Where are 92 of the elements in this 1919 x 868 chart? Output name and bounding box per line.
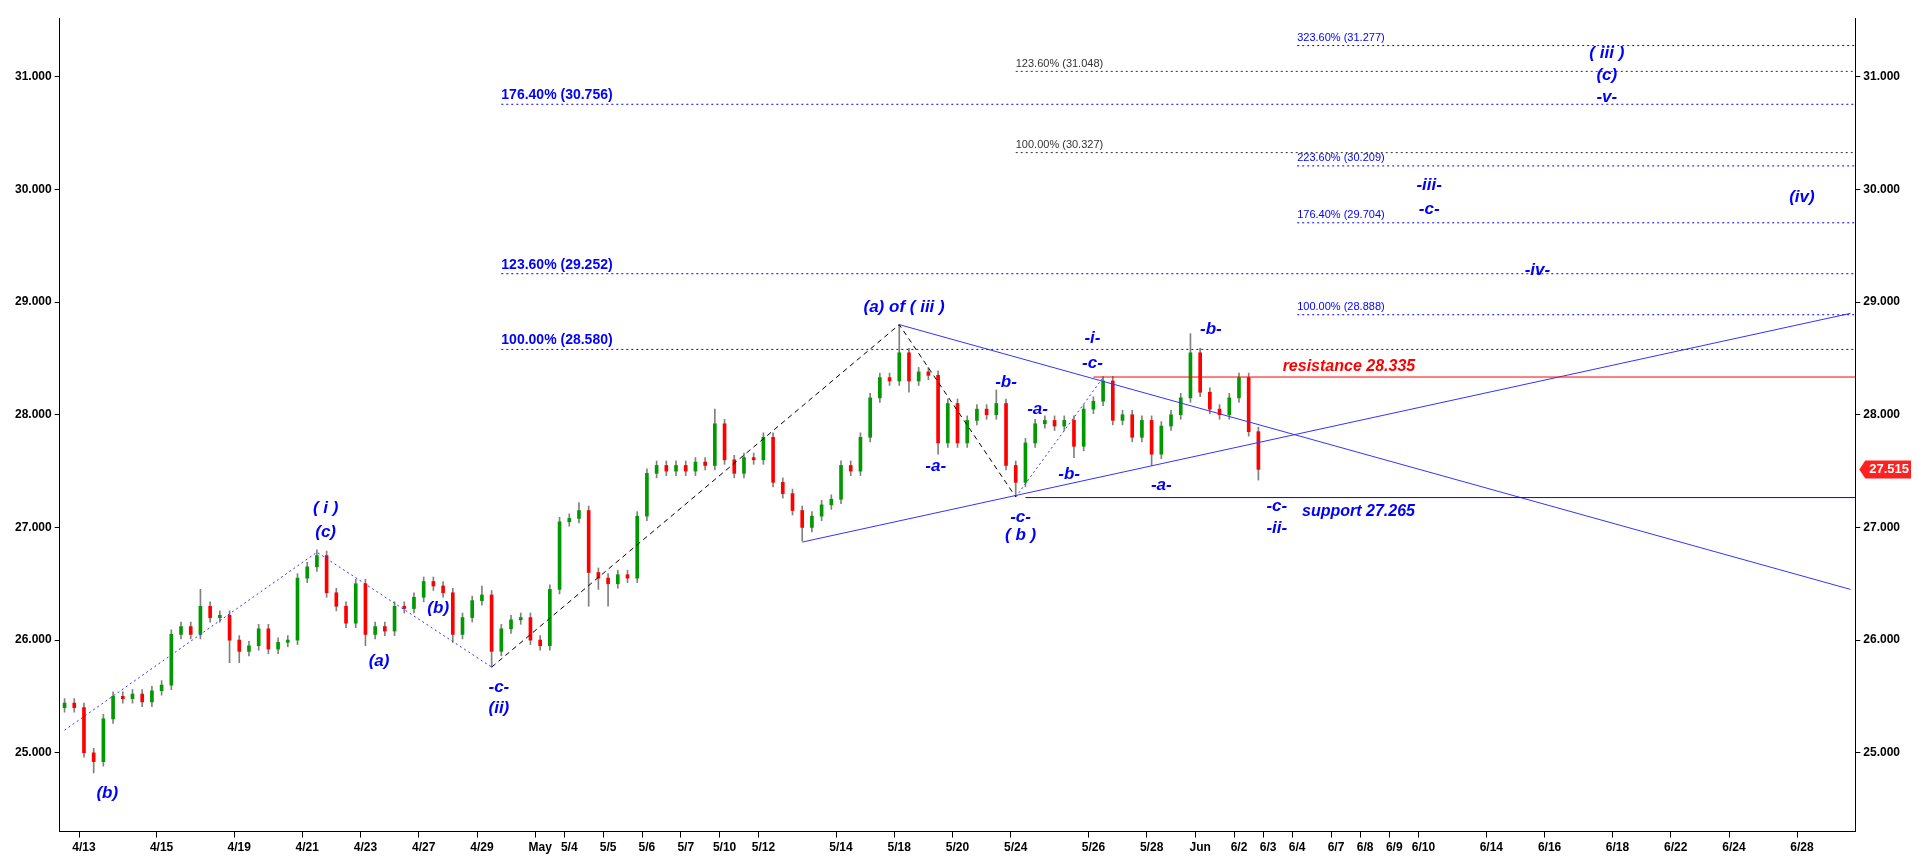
annotation: -a- bbox=[925, 456, 947, 476]
annotation: -c- bbox=[1010, 506, 1032, 526]
text: 27.515 bbox=[1869, 460, 1910, 476]
ref-line-label: 176.40% (29.704) bbox=[1297, 208, 1385, 221]
y2-tick-label: 31.000 bbox=[1863, 69, 1901, 84]
x-tick-label: 6/7 bbox=[1327, 840, 1345, 855]
x-tick-label: 6/24 bbox=[1722, 840, 1746, 855]
y-tick-label: 25.000 bbox=[15, 745, 53, 760]
annotation: -b- bbox=[1199, 318, 1223, 338]
x-tick-label: 4/21 bbox=[295, 840, 320, 855]
annotation: ( b ) bbox=[1005, 524, 1037, 544]
annotation: ( iii ) bbox=[1589, 42, 1625, 62]
annotation: -v- bbox=[1596, 86, 1618, 106]
x-tick-label: 6/8 bbox=[1356, 840, 1374, 855]
x-tick-label: 5/12 bbox=[751, 840, 776, 855]
x-tick-label: 5/20 bbox=[945, 840, 970, 855]
y-tick-label: 28.000 bbox=[15, 407, 53, 422]
x-tick-label: 6/3 bbox=[1259, 840, 1277, 855]
x-tick-label: Jun bbox=[1189, 840, 1211, 855]
x-tick-label: 5/6 bbox=[638, 840, 656, 855]
x-tick-label: 5/18 bbox=[887, 840, 912, 855]
x-tick-label: 4/15 bbox=[149, 840, 174, 855]
y-tick-label: 26.000 bbox=[15, 632, 53, 647]
annotation: (b) bbox=[96, 782, 119, 802]
y2-tick-label: 28.000 bbox=[1863, 407, 1901, 422]
y-tick-label: 31.000 bbox=[15, 69, 53, 84]
ref-line-label: 223.60% (30.209) bbox=[1297, 151, 1385, 164]
annotation: -ii- bbox=[1266, 518, 1288, 538]
x-tick-label: 6/16 bbox=[1537, 840, 1562, 855]
candlestick bbox=[518, 612, 523, 625]
ref-line-label: 123.60% (31.048) bbox=[1015, 56, 1104, 69]
annotation: ( i ) bbox=[312, 497, 339, 517]
ref-line-label: 123.60% (29.252) bbox=[501, 255, 613, 272]
x-tick-label: 5/24 bbox=[1004, 840, 1028, 855]
y2-tick-label: 26.000 bbox=[1863, 632, 1901, 647]
x-tick-label: 6/4 bbox=[1288, 840, 1306, 855]
candlestick bbox=[402, 601, 407, 614]
annotation: -c- bbox=[1418, 199, 1440, 219]
annotation: (a) bbox=[368, 651, 390, 671]
candlestick bbox=[285, 635, 290, 648]
ref-line-label: 100.00% (28.580) bbox=[501, 331, 613, 348]
annotation: (a) of ( iii ) bbox=[863, 297, 946, 317]
candlestick bbox=[751, 452, 756, 465]
x-tick-label: May bbox=[528, 840, 553, 855]
annotation: -a- bbox=[1150, 475, 1173, 495]
x-tick-label: 5/5 bbox=[599, 840, 617, 855]
x-tick-label: 6/22 bbox=[1664, 840, 1688, 855]
x-tick-label: 6/28 bbox=[1790, 840, 1814, 855]
y2-tick-label: 25.000 bbox=[1863, 745, 1901, 760]
annotation: -a- bbox=[1027, 398, 1049, 418]
x-tick-label: 6/2 bbox=[1230, 840, 1248, 855]
annotation: -iv- bbox=[1524, 260, 1551, 280]
x-tick-label: 6/10 bbox=[1411, 840, 1436, 855]
x-tick-label: 4/13 bbox=[72, 840, 96, 855]
x-tick-label: 5/10 bbox=[712, 840, 737, 855]
x-tick-label: 4/29 bbox=[470, 840, 494, 855]
x-tick-label: 4/19 bbox=[227, 840, 252, 855]
annotation: -iii- bbox=[1416, 174, 1443, 194]
y-tick-label: 27.000 bbox=[15, 519, 53, 534]
ref-line-label: 323.60% (31.277) bbox=[1297, 31, 1385, 44]
annotation: -b- bbox=[995, 371, 1018, 391]
ref-line-label: resistance 28.335 bbox=[1282, 357, 1417, 375]
annotation: (c) bbox=[1596, 65, 1618, 85]
annotation: (c) bbox=[315, 521, 337, 541]
annotation: -i- bbox=[1084, 327, 1101, 347]
ref-line-label: 100.00% (30.327) bbox=[1015, 138, 1104, 151]
x-tick-label: 6/14 bbox=[1479, 840, 1504, 855]
annotation: -c- bbox=[488, 677, 510, 697]
x-tick-label: 5/26 bbox=[1081, 840, 1106, 855]
annotation: -c- bbox=[1082, 352, 1104, 372]
y2-tick-label: 27.000 bbox=[1863, 519, 1901, 534]
ref-line-label: 100.00% (28.888) bbox=[1297, 300, 1385, 313]
x-tick-label: 6/18 bbox=[1605, 840, 1630, 855]
x-tick-label: 5/4 bbox=[560, 840, 578, 855]
annotation: -c- bbox=[1266, 495, 1288, 515]
x-tick-label: 5/28 bbox=[1139, 840, 1164, 855]
y-tick-label: 30.000 bbox=[15, 181, 53, 196]
x-tick-label: 4/23 bbox=[353, 840, 378, 855]
annotation: -b- bbox=[1058, 464, 1081, 484]
x-tick-label: 5/7 bbox=[677, 840, 695, 855]
annotation: (b) bbox=[427, 598, 450, 618]
annotation: (iv) bbox=[1789, 187, 1815, 207]
x-tick-label: 4/27 bbox=[412, 840, 436, 855]
y2-tick-label: 29.000 bbox=[1863, 294, 1901, 309]
y-tick-label: 29.000 bbox=[15, 294, 53, 309]
x-tick-label: 5/14 bbox=[829, 840, 854, 855]
annotation: (ii) bbox=[488, 698, 510, 718]
x-tick-label: 6/9 bbox=[1385, 840, 1403, 855]
ref-line-label: 176.40% (30.756) bbox=[501, 86, 613, 103]
candlestick bbox=[606, 573, 610, 607]
ref-line-label: support 27.265 bbox=[1302, 501, 1417, 519]
y2-tick-label: 30.000 bbox=[1863, 181, 1901, 196]
